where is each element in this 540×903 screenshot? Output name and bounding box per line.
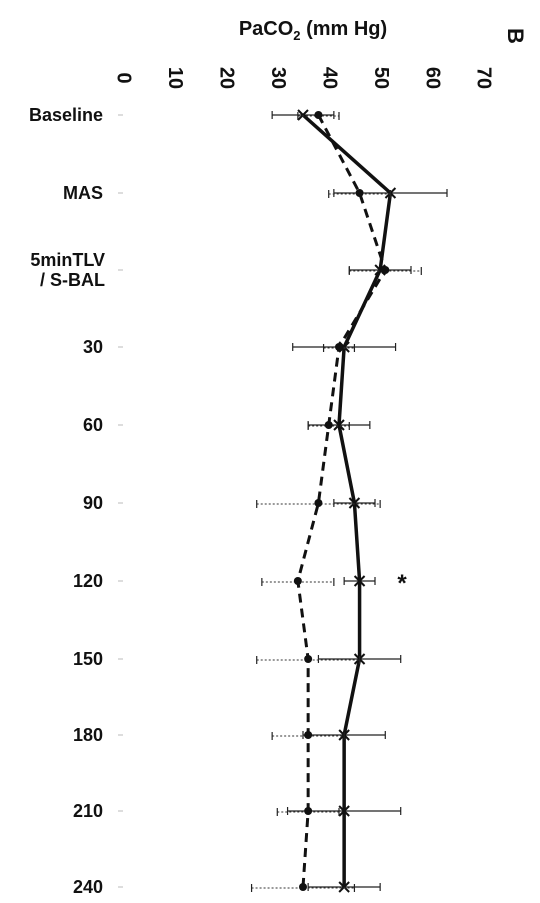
tick-label-40: 40	[318, 67, 340, 89]
tick-label-30: 30	[267, 67, 289, 89]
data-point-dot	[304, 807, 313, 815]
data-point-dot	[355, 189, 364, 197]
tick-label-20: 20	[216, 67, 238, 89]
category-label-4: 60	[83, 415, 103, 435]
data-point-dot	[304, 655, 313, 663]
data-point-dot	[335, 343, 343, 351]
category-label-5: 90	[83, 493, 103, 513]
category-labels: Baseline MAS 5minTLV / S-BAL 30 60 90 120 150 180…	[29, 105, 105, 897]
category-label-0: Baseline	[29, 105, 103, 125]
category-label-8: 180	[73, 725, 103, 745]
tick-label-70: 70	[473, 67, 495, 89]
series-marks: *	[118, 109, 448, 893]
data-point-dot	[324, 421, 333, 429]
tick-label-0: 0	[113, 72, 135, 83]
axis-title: PaCO2 (mm Hg)	[239, 18, 387, 43]
data-point-dot	[381, 266, 390, 274]
data-point-dot	[299, 883, 307, 891]
significance-asterisk: *	[397, 570, 407, 597]
category-label-6: 120	[73, 571, 103, 591]
category-label-line: / S-BAL	[40, 270, 105, 290]
tick-label-50: 50	[370, 67, 392, 89]
category-label-1: MAS	[63, 183, 103, 203]
category-label-3: 30	[83, 337, 103, 357]
category-label-7: 150	[73, 649, 103, 669]
series-1	[250, 111, 422, 892]
axis-title-unit: (mm Hg)	[301, 18, 388, 40]
data-point-x	[348, 497, 361, 509]
data-point-dot	[314, 111, 323, 119]
data-point-x	[338, 881, 350, 893]
data-point-x	[333, 419, 345, 431]
axis-title-subscript: 2	[293, 28, 300, 43]
category-label-9: 210	[73, 801, 103, 821]
series-0	[271, 109, 448, 893]
data-point-dot	[293, 577, 302, 585]
series-line-dashed	[296, 114, 387, 888]
data-point-dot	[314, 499, 323, 507]
data-point-x	[353, 575, 366, 587]
data-point-x	[297, 109, 309, 121]
axis-title-base: PaCO	[239, 18, 293, 40]
tick-label-60: 60	[421, 67, 443, 89]
category-label-10: 240	[73, 877, 103, 897]
data-point-x	[338, 805, 350, 817]
data-point-dot	[304, 731, 313, 739]
category-label-line: 5minTLV	[30, 250, 105, 270]
value-axis-ticks: 0 10 20 30 40 50 60 70	[113, 67, 495, 89]
category-label-2: 5minTLV / S-BAL	[30, 250, 105, 290]
panel-label: B	[503, 28, 528, 44]
tick-label-10: 10	[164, 67, 186, 89]
